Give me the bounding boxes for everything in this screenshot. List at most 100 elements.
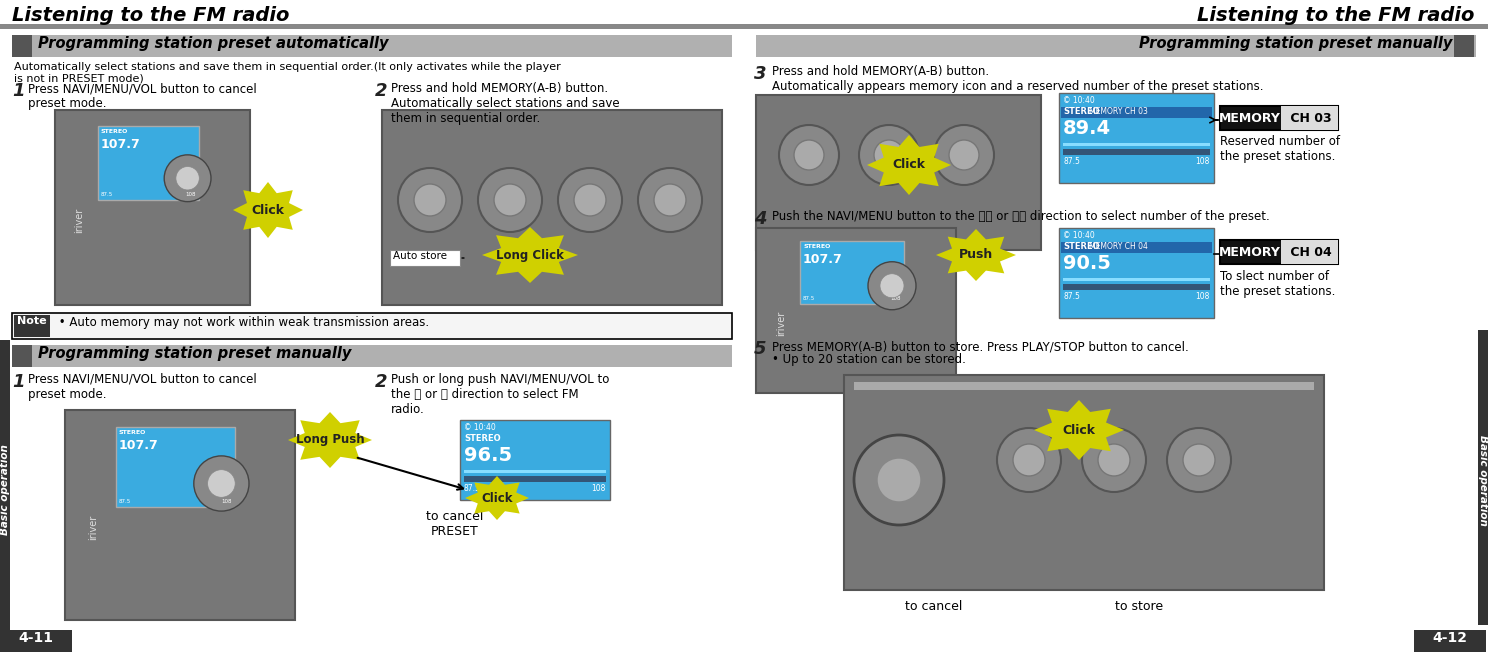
Circle shape [558, 168, 622, 232]
Bar [12, 345, 732, 367]
Text: • Up to 20 station can be stored.: • Up to 20 station can be stored. [772, 353, 966, 366]
Text: STEREO: STEREO [804, 244, 830, 249]
Circle shape [176, 166, 199, 190]
Bar [1062, 149, 1210, 155]
Text: 107.7: 107.7 [101, 138, 141, 151]
Bar [0, 630, 71, 652]
Circle shape [873, 140, 905, 170]
Bar [1220, 240, 1338, 264]
Circle shape [1013, 444, 1045, 476]
Polygon shape [868, 135, 951, 195]
Text: STEREO: STEREO [1062, 107, 1100, 116]
Polygon shape [464, 476, 530, 520]
Text: STEREO: STEREO [119, 430, 146, 435]
Text: 87.5: 87.5 [804, 296, 815, 301]
Bar [1414, 630, 1487, 652]
Text: CH 04: CH 04 [1286, 246, 1332, 258]
Bar [1281, 240, 1338, 264]
Circle shape [1098, 444, 1129, 476]
Text: 90.5: 90.5 [1062, 254, 1112, 273]
Text: 107.7: 107.7 [119, 439, 158, 452]
Bar [390, 250, 460, 266]
Text: Click: Click [1062, 424, 1095, 436]
Text: Basic operation: Basic operation [0, 445, 10, 535]
Bar [844, 375, 1324, 590]
Bar [756, 228, 955, 393]
Bar [1220, 106, 1338, 130]
Bar [1061, 107, 1213, 118]
Text: 4: 4 [754, 210, 766, 228]
Bar [1454, 35, 1475, 57]
Text: Press MEMORY(A-B) button to store. Press PLAY/STOP button to cancel.: Press MEMORY(A-B) button to store. Press… [772, 340, 1189, 353]
Text: © 10:40: © 10:40 [1062, 231, 1095, 240]
Text: MEMORY CH 04: MEMORY CH 04 [1089, 242, 1147, 251]
Text: 5: 5 [754, 340, 766, 358]
Text: • Auto memory may not work within weak transmission areas.: • Auto memory may not work within weak t… [55, 316, 429, 329]
Text: 96.5: 96.5 [464, 446, 512, 465]
Circle shape [655, 184, 686, 216]
Text: STEREO: STEREO [101, 128, 128, 134]
Text: 87.5: 87.5 [1062, 157, 1080, 166]
Bar [65, 410, 295, 620]
Bar [98, 126, 199, 200]
Text: 3: 3 [754, 65, 766, 83]
Text: 108: 108 [1196, 292, 1210, 301]
Text: Push the NAVI/MENU button to the ⏮⏮ or ⏭⏭ direction to select number of the pres: Push the NAVI/MENU button to the ⏮⏮ or ⏭… [772, 210, 1269, 223]
Text: Listening to the FM radio: Listening to the FM radio [12, 6, 289, 25]
Polygon shape [289, 412, 372, 468]
Bar [12, 345, 33, 367]
Text: 108: 108 [186, 192, 196, 197]
Circle shape [414, 184, 446, 216]
Bar [12, 35, 33, 57]
Text: STEREO: STEREO [464, 434, 500, 443]
Text: MEMORY: MEMORY [1219, 111, 1281, 125]
Bar [1059, 228, 1214, 318]
Text: 108: 108 [592, 484, 606, 493]
Text: 87.5: 87.5 [101, 192, 113, 197]
Text: 2: 2 [375, 373, 387, 391]
Circle shape [397, 168, 461, 232]
Bar [1062, 284, 1210, 290]
Text: 87.5: 87.5 [119, 499, 131, 503]
Bar [756, 35, 1476, 57]
Bar [1281, 106, 1338, 130]
Text: Listening to the FM radio: Listening to the FM radio [1196, 6, 1475, 25]
Bar [55, 110, 250, 305]
Circle shape [934, 125, 994, 185]
Circle shape [208, 469, 235, 497]
Text: Programming station preset manually: Programming station preset manually [1138, 36, 1452, 51]
Text: © 10:40: © 10:40 [464, 423, 496, 432]
Text: Press and hold MEMORY(A-B) button.
Automatically appears memory icon and a reser: Press and hold MEMORY(A-B) button. Autom… [772, 65, 1263, 93]
Circle shape [1183, 444, 1216, 476]
Circle shape [795, 140, 824, 170]
Circle shape [638, 168, 702, 232]
Text: iriver: iriver [88, 515, 98, 541]
Text: 87.5: 87.5 [1062, 292, 1080, 301]
Text: Programming station preset manually: Programming station preset manually [39, 346, 351, 361]
Bar [12, 35, 732, 57]
Text: Programming station preset automatically: Programming station preset automatically [39, 36, 388, 51]
Text: To slect number of
the preset stations.: To slect number of the preset stations. [1220, 270, 1335, 298]
Text: 4-12: 4-12 [1433, 631, 1467, 645]
Text: to store: to store [1115, 600, 1164, 613]
Bar [0, 24, 744, 29]
Text: 108: 108 [890, 296, 902, 301]
Circle shape [478, 168, 542, 232]
Text: to cancel: to cancel [905, 600, 963, 613]
Bar [744, 24, 1488, 29]
Bar [756, 95, 1042, 250]
Bar [461, 434, 609, 445]
Bar [801, 241, 905, 304]
Text: 1: 1 [12, 82, 24, 100]
Polygon shape [482, 227, 577, 283]
Text: Push or long push NAVI/MENU/VOL to
the ⏮ or ⏭ direction to select FM
radio.: Push or long push NAVI/MENU/VOL to the ⏮… [391, 373, 610, 416]
Circle shape [780, 125, 839, 185]
Text: to cancel
PRESET: to cancel PRESET [427, 510, 484, 538]
Text: 2: 2 [375, 82, 387, 100]
Circle shape [854, 435, 943, 525]
Text: STEREO: STEREO [1062, 242, 1100, 251]
Text: Click: Click [893, 158, 926, 171]
Circle shape [868, 261, 917, 310]
Text: 89.4: 89.4 [1062, 119, 1112, 138]
Text: Reserved number of
the preset stations.: Reserved number of the preset stations. [1220, 135, 1341, 163]
